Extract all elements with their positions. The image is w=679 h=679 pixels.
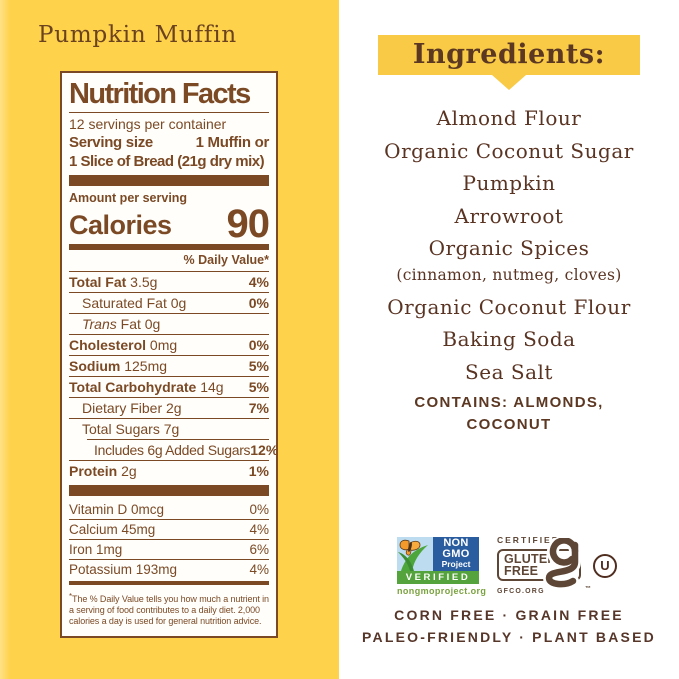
ingredients-panel: Ingredients: Almond Flour Organic Coconu… [339, 0, 679, 679]
table-row: Protein 2g 1% [69, 460, 269, 481]
ingredient-item: Sea Salt [465, 359, 553, 384]
verified-bar: VERIFIED [397, 571, 479, 584]
table-row: Iron 1mg 6% [69, 539, 269, 559]
butterfly-icon [397, 537, 433, 571]
table-row: Potassium 193mg 4% [69, 559, 269, 579]
table-row: Vitamin D 0mcg 0% [69, 502, 269, 517]
kosher-ou-icon: U [593, 554, 617, 578]
table-row: Total Carbohydrate 14g 5% [69, 376, 269, 397]
daily-value-footnote: *The % Daily Value tells you how much a … [69, 592, 269, 626]
daily-value-header: % Daily Value* [183, 253, 269, 267]
trademark-symbol: ™ [585, 586, 591, 592]
table-row: Total Fat 3.5g 4% [69, 271, 269, 292]
non-gmo-project-verified-badge: NON GMO Project VERIFIED nongmoproject.o… [397, 537, 487, 596]
table-row: Trans Fat 0g [69, 313, 269, 334]
calories-value: 90 [226, 202, 270, 246]
diet-claims: CORN FREE · GRAIN FREE PALEO-FRIENDLY · … [339, 604, 679, 648]
claims-line-2: PALEO-FRIENDLY · PLANT BASED [362, 629, 656, 645]
ingredient-item: Baking Soda [442, 327, 576, 351]
divider-thick [69, 485, 269, 496]
amount-per-serving-label: Amount per serving [69, 191, 188, 205]
calories-row: Calories 90 [69, 202, 270, 246]
allergen-statement: CONTAINS: ALMONDS, COCONUT [414, 394, 604, 433]
ingredient-item: Pumpkin [462, 171, 556, 195]
ingredient-item: Organic Coconut Flour [387, 294, 631, 319]
left-yellow-panel: Pumpkin Muffin Nutrition Facts 12 servin… [0, 0, 339, 679]
ingredient-item: Almond Flour [436, 106, 582, 130]
non-gmo-text: NON [443, 537, 469, 549]
divider [69, 112, 269, 113]
serving-size-label: Serving size [69, 134, 153, 151]
ingredients-header: Ingredients: [412, 39, 606, 70]
serving-size-row: Serving size 1 Muffin or [69, 133, 269, 152]
certified-label: CERTIFIED [497, 535, 560, 545]
gluten-free-g-icon [542, 538, 581, 590]
ingredients-list: Almond Flour Organic Coconut Sugar Pumpk… [339, 102, 679, 388]
divider-medium [69, 581, 269, 585]
claims-line-1: CORN FREE · GRAIN FREE [394, 607, 624, 623]
spices-note: (cinnamon, nutmeg, cloves) [396, 265, 622, 284]
ingredient-item: Organic Spices [428, 236, 590, 260]
ingredients-banner: Ingredients: [378, 35, 640, 90]
table-row: Sodium 125mg 5% [69, 355, 269, 376]
table-row: Saturated Fat 0g 0% [69, 292, 269, 313]
product-title: Pumpkin Muffin [38, 22, 237, 48]
certified-gluten-free-badge: CERTIFIED GLUTEN FREE ™ GFCO.ORG [497, 536, 593, 595]
table-row: Calcium 45mg 4% [69, 519, 269, 539]
nutrition-facts-label: Nutrition Facts 12 servings per containe… [60, 71, 278, 638]
gfco-url: GFCO.ORG [497, 588, 545, 595]
divider-medium [69, 244, 269, 250]
servings-per-container: 12 servings per container [69, 116, 227, 132]
table-row: Cholesterol 0mg 0% [69, 334, 269, 355]
non-gmo-url: nongmoproject.org [397, 586, 487, 596]
ingredient-item: Organic Coconut Sugar [384, 138, 634, 163]
ingredient-item: Arrowroot [454, 203, 564, 228]
table-row: Total Sugars 7g [69, 418, 269, 439]
calories-label: Calories [69, 210, 172, 240]
table-row: Includes 6g Added Sugars 12% [69, 439, 276, 460]
serving-size-value-line2: 1 Slice of Bread (21g dry mix) [69, 153, 265, 170]
serving-size-value: 1 Muffin or [195, 134, 270, 151]
banner-arrow-pointer [492, 75, 526, 90]
table-row: Dietary Fiber 2g 7% [69, 397, 269, 418]
divider-thick [69, 175, 269, 186]
nutrition-facts-title: Nutrition Facts [69, 78, 251, 110]
certification-badges: NON GMO Project VERIFIED nongmoproject.o… [339, 531, 679, 606]
